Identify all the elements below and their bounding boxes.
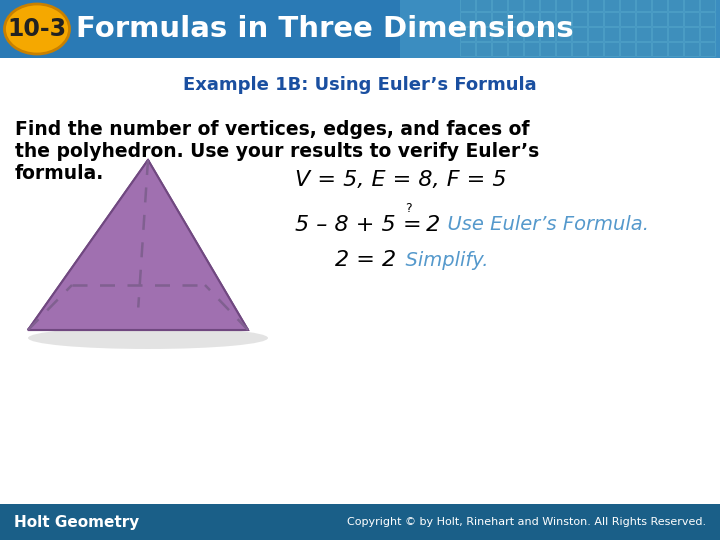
Bar: [668, 12, 683, 26]
Text: Simplify.: Simplify.: [393, 251, 488, 269]
Bar: [588, 12, 603, 26]
Text: Use Euler’s Formula.: Use Euler’s Formula.: [435, 215, 649, 234]
Bar: [524, 27, 539, 41]
Bar: [604, 42, 619, 56]
Bar: [556, 27, 571, 41]
Text: 5 – 8 + 5: 5 – 8 + 5: [295, 215, 402, 235]
Text: formula.: formula.: [15, 164, 104, 183]
Bar: [476, 27, 491, 41]
Bar: [476, 42, 491, 56]
Bar: [460, 0, 475, 11]
Bar: [684, 12, 699, 26]
Polygon shape: [72, 160, 205, 285]
Bar: [700, 0, 715, 11]
Bar: [588, 0, 603, 11]
Bar: [636, 0, 651, 11]
Bar: [556, 12, 571, 26]
Bar: [572, 27, 587, 41]
Bar: [540, 27, 555, 41]
Bar: [668, 27, 683, 41]
Ellipse shape: [28, 327, 268, 349]
Bar: [0, 0, 720, 58]
Bar: [636, 42, 651, 56]
Bar: [668, 0, 683, 11]
Text: Holt Geometry: Holt Geometry: [14, 515, 139, 530]
Bar: [572, 42, 587, 56]
Bar: [620, 0, 635, 11]
Bar: [492, 12, 507, 26]
Bar: [492, 0, 507, 11]
Bar: [636, 27, 651, 41]
Bar: [524, 42, 539, 56]
Bar: [492, 27, 507, 41]
Bar: [0, 504, 720, 540]
Ellipse shape: [4, 4, 70, 54]
Bar: [700, 42, 715, 56]
Text: Copyright © by Holt, Rinehart and Winston. All Rights Reserved.: Copyright © by Holt, Rinehart and Winsto…: [347, 517, 706, 527]
Bar: [492, 42, 507, 56]
Polygon shape: [28, 285, 248, 330]
Bar: [508, 0, 523, 11]
Bar: [540, 42, 555, 56]
Bar: [604, 27, 619, 41]
Bar: [460, 42, 475, 56]
Bar: [684, 27, 699, 41]
Bar: [476, 12, 491, 26]
Text: =: =: [403, 215, 422, 235]
Text: 2 = 2: 2 = 2: [335, 250, 396, 270]
Bar: [700, 12, 715, 26]
Text: V = 5, E = 8, F = 5: V = 5, E = 8, F = 5: [295, 170, 506, 190]
Bar: [572, 12, 587, 26]
Bar: [588, 42, 603, 56]
Bar: [620, 12, 635, 26]
Bar: [604, 12, 619, 26]
Text: Formulas in Three Dimensions: Formulas in Three Dimensions: [76, 15, 574, 43]
Text: the polyhedron. Use your results to verify Euler’s: the polyhedron. Use your results to veri…: [15, 142, 539, 161]
Text: ?: ?: [405, 202, 411, 215]
Bar: [604, 0, 619, 11]
Bar: [460, 12, 475, 26]
Bar: [620, 42, 635, 56]
Bar: [476, 0, 491, 11]
Bar: [508, 42, 523, 56]
Bar: [652, 12, 667, 26]
Bar: [668, 42, 683, 56]
Polygon shape: [28, 160, 148, 330]
Bar: [652, 42, 667, 56]
Bar: [556, 42, 571, 56]
Bar: [508, 27, 523, 41]
Bar: [524, 0, 539, 11]
Bar: [400, 0, 720, 58]
Bar: [572, 0, 587, 11]
Polygon shape: [28, 160, 248, 330]
Bar: [652, 0, 667, 11]
Text: 10-3: 10-3: [7, 17, 66, 41]
Bar: [684, 0, 699, 11]
Text: Example 1B: Using Euler’s Formula: Example 1B: Using Euler’s Formula: [183, 76, 537, 94]
Bar: [460, 27, 475, 41]
Polygon shape: [148, 160, 248, 330]
Bar: [540, 0, 555, 11]
Bar: [684, 42, 699, 56]
Text: Find the number of vertices, edges, and faces of: Find the number of vertices, edges, and …: [15, 120, 529, 139]
Text: 2: 2: [419, 215, 440, 235]
Bar: [540, 12, 555, 26]
Bar: [556, 0, 571, 11]
Bar: [636, 12, 651, 26]
Bar: [700, 27, 715, 41]
Bar: [508, 12, 523, 26]
Bar: [524, 12, 539, 26]
Bar: [652, 27, 667, 41]
Bar: [620, 27, 635, 41]
Bar: [588, 27, 603, 41]
